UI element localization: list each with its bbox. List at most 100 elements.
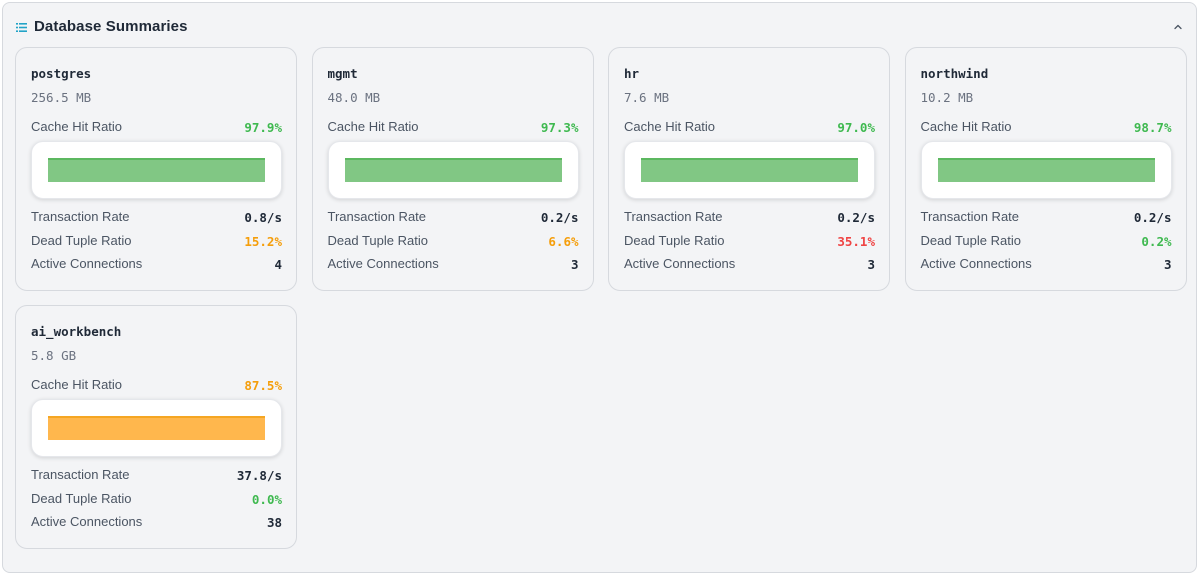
dead-tuple-ratio-label: Dead Tuple Ratio: [624, 233, 725, 248]
cache-hit-sparkline: [31, 399, 282, 457]
sparkline-area: [641, 158, 858, 182]
database-name: northwind: [920, 66, 989, 81]
dead-tuple-ratio-row: Dead Tuple Ratio 35.1%: [624, 233, 875, 249]
database-size: 10.2 MB: [920, 90, 974, 105]
active-connections-value: 3: [570, 257, 579, 272]
cache-hit-sparkline: [920, 141, 1172, 199]
transaction-rate-value: 0.2/s: [837, 210, 875, 225]
database-name: ai_workbench: [31, 324, 122, 339]
dead-tuple-ratio-row: Dead Tuple Ratio 0.2%: [921, 233, 1172, 249]
sparkline-area: [937, 158, 1155, 182]
active-connections-value: 4: [274, 257, 282, 272]
sparkline-line: [48, 158, 265, 160]
cache-hit-ratio-label: Cache Hit Ratio: [327, 119, 419, 134]
dead-tuple-ratio-label: Dead Tuple Ratio: [31, 233, 132, 248]
active-connections-value: 3: [1163, 257, 1172, 272]
transaction-rate-row: Transaction Rate 0.2/s: [624, 209, 875, 225]
transaction-rate-value: 0.2/s: [1133, 210, 1172, 225]
dead-tuple-ratio-row: Dead Tuple Ratio 6.6%: [328, 233, 579, 249]
transaction-rate-row: Transaction Rate 0.8/s: [31, 209, 282, 225]
cache-hit-ratio-row: Cache Hit Ratio 98.7%: [921, 119, 1172, 135]
cache-hit-ratio-value: 98.7%: [1133, 120, 1172, 135]
database-size: 256.5 MB: [31, 90, 92, 105]
list-icon: [16, 23, 27, 32]
transaction-rate-row: Transaction Rate 37.8/s: [31, 467, 282, 483]
transaction-rate-value: 0.8/s: [244, 210, 282, 225]
transaction-rate-value: 37.8/s: [236, 468, 282, 483]
database-card-hr[interactable]: hr 7.6 MB Cache Hit Ratio 97.0% Transact…: [608, 47, 890, 291]
sparkline-fill: [48, 418, 265, 440]
database-card-mgmt[interactable]: mgmt 48.0 MB Cache Hit Ratio 97.3% Trans…: [311, 47, 594, 291]
dead-tuple-ratio-value: 0.2%: [1141, 234, 1172, 249]
cache-hit-sparkline: [624, 141, 875, 199]
cache-hit-ratio-label: Cache Hit Ratio: [31, 377, 123, 392]
dead-tuple-ratio-value: 15.2%: [244, 234, 282, 249]
cache-hit-sparkline: [327, 141, 579, 199]
active-connections-row: Active Connections 3: [624, 256, 875, 272]
cache-hit-ratio-row: Cache Hit Ratio 97.3%: [328, 119, 579, 135]
database-card-postgres[interactable]: postgres 256.5 MB Cache Hit Ratio 97.9% …: [15, 47, 297, 291]
dead-tuple-ratio-value: 0.0%: [251, 492, 282, 507]
sparkline-line: [937, 158, 1155, 160]
active-connections-label: Active Connections: [31, 514, 143, 529]
cache-hit-ratio-value: 87.5%: [244, 378, 282, 393]
cache-hit-ratio-value: 97.9%: [244, 120, 282, 135]
active-connections-value: 38: [266, 515, 282, 530]
cache-hit-ratio-value: 97.3%: [540, 120, 579, 135]
sparkline-fill: [344, 158, 562, 182]
database-card-northwind[interactable]: northwind 10.2 MB Cache Hit Ratio 98.7% …: [904, 47, 1187, 291]
cache-hit-ratio-label: Cache Hit Ratio: [920, 119, 1012, 134]
database-name: mgmt: [327, 66, 358, 81]
transaction-rate-label: Transaction Rate: [327, 209, 427, 224]
transaction-rate-value: 0.2/s: [540, 210, 579, 225]
sparkline-line: [48, 416, 265, 418]
database-name: postgres: [31, 66, 92, 81]
active-connections-row: Active Connections 3: [328, 256, 579, 272]
database-size: 48.0 MB: [327, 90, 381, 105]
cache-hit-ratio-label: Cache Hit Ratio: [31, 119, 123, 134]
transaction-rate-label: Transaction Rate: [31, 467, 130, 482]
active-connections-row: Active Connections 3: [921, 256, 1172, 272]
active-connections-label: Active Connections: [31, 256, 143, 271]
dead-tuple-ratio-label: Dead Tuple Ratio: [327, 233, 428, 248]
transaction-rate-row: Transaction Rate 0.2/s: [921, 209, 1172, 225]
cache-hit-ratio-row: Cache Hit Ratio 87.5%: [31, 377, 282, 393]
dead-tuple-ratio-label: Dead Tuple Ratio: [31, 491, 132, 506]
cache-hit-sparkline: [31, 141, 282, 199]
chevron-up-icon[interactable]: [1172, 21, 1184, 33]
active-connections-label: Active Connections: [920, 256, 1032, 271]
database-name: hr: [624, 66, 640, 81]
sparkline-area: [344, 158, 562, 182]
dead-tuple-ratio-value: 35.1%: [837, 234, 875, 249]
dead-tuple-ratio-row: Dead Tuple Ratio 15.2%: [31, 233, 282, 249]
cache-hit-ratio-value: 97.0%: [837, 120, 875, 135]
sparkline-line: [344, 158, 562, 160]
transaction-rate-label: Transaction Rate: [624, 209, 723, 224]
sparkline-fill: [48, 158, 265, 182]
database-size: 5.8 GB: [31, 348, 77, 363]
active-connections-label: Active Connections: [624, 256, 736, 271]
active-connections-value: 3: [867, 257, 875, 272]
transaction-rate-label: Transaction Rate: [31, 209, 130, 224]
database-card-ai-workbench[interactable]: ai_workbench 5.8 GB Cache Hit Ratio 87.5…: [15, 305, 297, 549]
sparkline-fill: [641, 158, 858, 182]
sparkline-area: [48, 416, 265, 440]
active-connections-row: Active Connections 38: [31, 514, 282, 530]
transaction-rate-row: Transaction Rate 0.2/s: [328, 209, 579, 225]
active-connections-row: Active Connections 4: [31, 256, 282, 272]
cache-hit-ratio-label: Cache Hit Ratio: [624, 119, 716, 134]
cache-hit-ratio-row: Cache Hit Ratio 97.9%: [31, 119, 282, 135]
panel-title: Database Summaries: [34, 18, 188, 35]
cache-hit-ratio-row: Cache Hit Ratio 97.0%: [624, 119, 875, 135]
active-connections-label: Active Connections: [327, 256, 439, 271]
dead-tuple-ratio-value: 6.6%: [548, 234, 579, 249]
dead-tuple-ratio-label: Dead Tuple Ratio: [920, 233, 1021, 248]
sparkline-fill: [937, 158, 1155, 182]
database-size: 7.6 MB: [624, 90, 670, 105]
sparkline-line: [641, 158, 858, 160]
panel-header[interactable]: Database Summaries: [3, 3, 1196, 51]
sparkline-area: [48, 158, 265, 182]
dead-tuple-ratio-row: Dead Tuple Ratio 0.0%: [31, 491, 282, 507]
transaction-rate-label: Transaction Rate: [920, 209, 1020, 224]
